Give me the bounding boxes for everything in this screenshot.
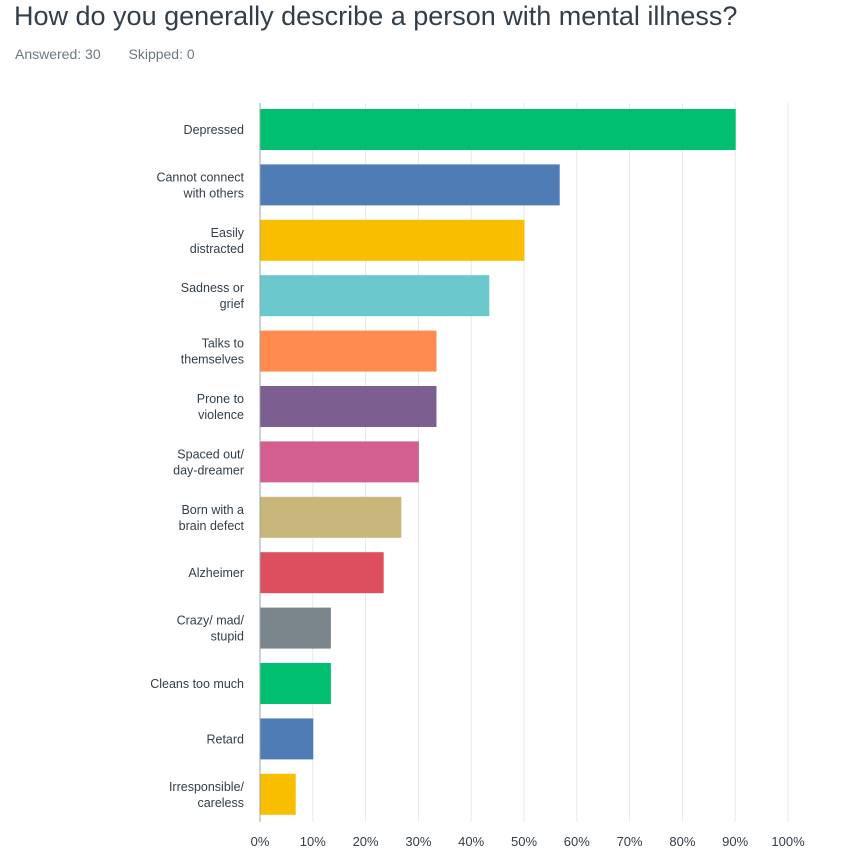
bar[interactable] — [260, 718, 314, 760]
bar-layer — [260, 109, 736, 815]
category-label: Depressed — [184, 123, 244, 137]
bar[interactable] — [260, 773, 296, 815]
x-tick-label: 70% — [617, 834, 643, 849]
x-tick-label: 100% — [771, 834, 805, 849]
bar[interactable] — [260, 607, 331, 649]
category-label: Easily distracted — [190, 226, 245, 256]
question-title: How do you generally describe a person w… — [14, 1, 738, 31]
category-label: Irresponsible/careless — [169, 780, 245, 810]
category-label: Prone to violence — [197, 392, 244, 422]
category-label: Spaced out/day-dreamer — [173, 447, 244, 477]
x-tick-label: 0% — [251, 834, 270, 849]
bar[interactable] — [260, 441, 419, 483]
category-label: Crazy/ mad/stupid — [177, 614, 245, 644]
x-tick-label: 20% — [353, 834, 379, 849]
bar[interactable] — [260, 219, 525, 261]
x-tick-label: 40% — [458, 834, 484, 849]
x-tick-label: 90% — [722, 834, 748, 849]
category-label: Retard — [206, 732, 244, 746]
response-stats: Answered: 30 Skipped: 0 — [15, 46, 219, 62]
bar[interactable] — [260, 552, 384, 594]
category-label: Alzheimer — [188, 566, 244, 580]
category-label: Sadness or grief — [181, 281, 245, 311]
bar[interactable] — [260, 275, 490, 317]
category-label-layer: Depressed Cannot connect with others Easily… — [150, 123, 245, 810]
bar[interactable] — [260, 663, 331, 704]
category-label: Born with a brain defect — [179, 503, 245, 533]
category-label: Talks to themselves — [181, 337, 244, 367]
x-tick-label: 60% — [564, 834, 590, 849]
bar[interactable] — [260, 109, 736, 150]
category-label: Cleans too much — [150, 677, 244, 691]
bar[interactable] — [260, 330, 437, 372]
bar[interactable] — [260, 386, 437, 427]
bar[interactable] — [260, 496, 402, 538]
x-tick-label: 50% — [511, 834, 537, 849]
tick-label-layer: 0% 10% 20% 30% 40% 50% 60% 70% 80% 90% 100% — [251, 834, 805, 849]
x-tick-label: 80% — [669, 834, 695, 849]
x-tick-label: 30% — [405, 834, 431, 849]
bar[interactable] — [260, 164, 560, 206]
skipped-count: Skipped: 0 — [128, 46, 195, 62]
answered-count: Answered: 30 — [15, 46, 101, 62]
x-tick-label: 10% — [300, 834, 326, 849]
category-label: Cannot connect with others — [156, 170, 244, 200]
